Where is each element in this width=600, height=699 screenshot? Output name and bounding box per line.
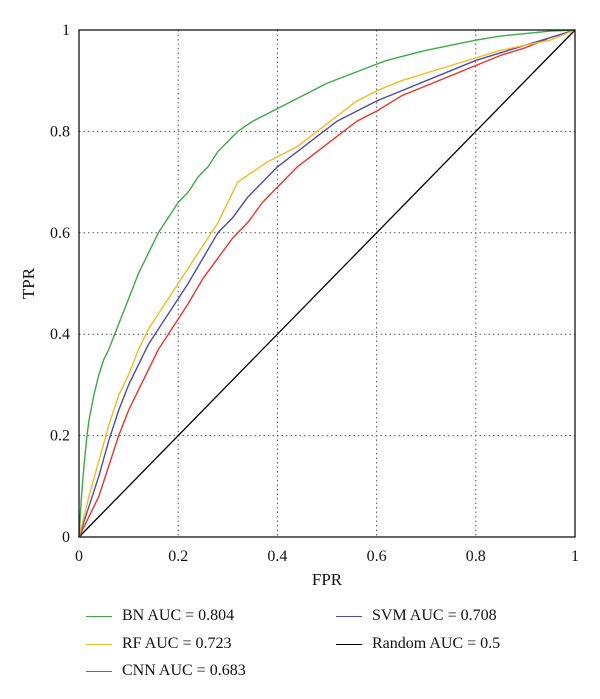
legend-item-random: Random AUC = 0.5 <box>336 635 500 653</box>
legend-label-cnn: CNN AUC = 0.683 <box>122 662 246 679</box>
legend-item-svm: SVM AUC = 0.708 <box>336 607 497 625</box>
y-tick-label-0: 0 <box>62 529 70 546</box>
x-tick-label-5: 1 <box>571 548 579 565</box>
y-tick-label-3: 0.6 <box>50 225 70 242</box>
x-tick-label-1: 0.2 <box>168 548 188 565</box>
legend-swatch-bn <box>86 615 112 617</box>
y-tick-label-2: 0.4 <box>50 326 70 343</box>
series-line-random <box>78 29 576 538</box>
y-tick-label-4: 0.8 <box>50 123 70 140</box>
series-line-svm <box>78 29 576 538</box>
legend-label-bn: BN AUC = 0.804 <box>122 607 235 624</box>
legend-item-rf: RF AUC = 0.723 <box>86 635 232 653</box>
y-tick-labels: 0 0.2 0.4 0.6 0.8 1 <box>50 22 70 546</box>
y-tick-label-1: 0.2 <box>50 428 70 445</box>
y-axis-title: TPR <box>19 267 38 299</box>
x-tick-label-0: 0 <box>75 548 83 565</box>
legend-label-svm: SVM AUC = 0.708 <box>372 607 497 624</box>
legend-item-cnn: CNN AUC = 0.683 <box>86 662 246 680</box>
x-axis-title: FPR <box>312 570 343 589</box>
legend-swatch-svm <box>336 615 362 617</box>
x-tick-label-2: 0.4 <box>267 548 287 565</box>
y-tick-label-5: 1 <box>62 22 70 39</box>
legend-swatch-rf <box>86 643 112 645</box>
series-line-rf <box>78 29 576 538</box>
x-tick-label-3: 0.6 <box>367 548 387 565</box>
series-line-bn <box>78 29 576 538</box>
legend-swatch-random <box>336 643 362 645</box>
x-tick-label-4: 0.8 <box>466 548 486 565</box>
series-lines <box>78 29 576 538</box>
x-tick-labels: 0 0.2 0.4 0.6 0.8 1 <box>75 548 579 565</box>
legend-swatch-cnn <box>86 670 112 672</box>
plot-frame <box>78 29 576 538</box>
legend-label-rf: RF AUC = 0.723 <box>122 635 232 652</box>
legend-label-random: Random AUC = 0.5 <box>372 635 501 652</box>
legend-item-bn: BN AUC = 0.804 <box>86 607 234 625</box>
series-line-cnn <box>78 29 576 538</box>
